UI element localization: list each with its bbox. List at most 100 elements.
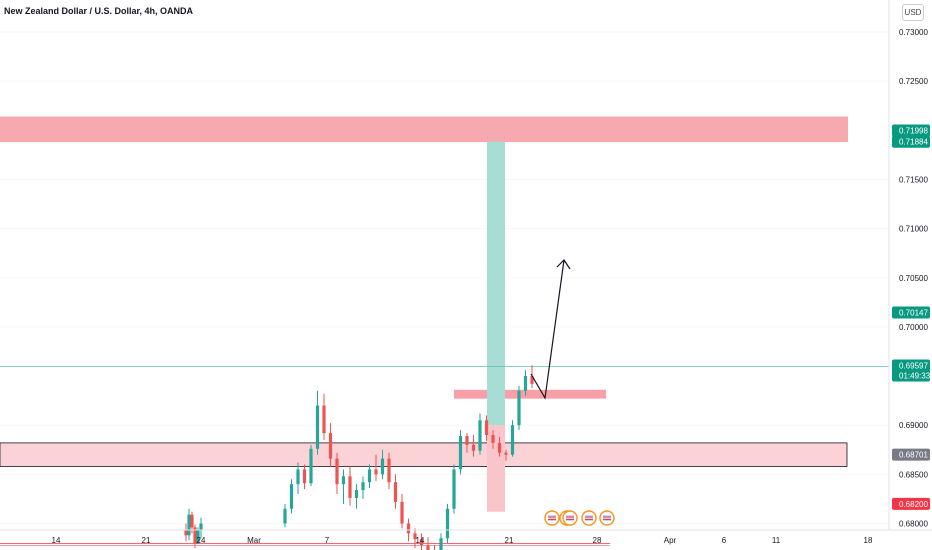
candle-body [504, 452, 508, 455]
candle-body [419, 539, 424, 546]
candle-body [406, 523, 411, 534]
price-tag [892, 359, 930, 382]
x-tick-label: 24 [197, 536, 206, 545]
candle-body [341, 476, 346, 485]
resistance-zone [0, 116, 848, 143]
candle-body [302, 469, 307, 484]
price-tag-countdown: 01:49:33 [899, 372, 931, 381]
candle-body [445, 508, 450, 539]
candle-body [491, 435, 495, 443]
x-tick-label: Mar [247, 536, 261, 545]
x-tick-label: 28 [593, 536, 602, 545]
candle-body [413, 533, 417, 540]
arrow-head [556, 259, 571, 270]
candle-body [400, 501, 404, 524]
candle-body [289, 484, 294, 509]
price-tag-value: 0.71998 [899, 126, 928, 135]
candle-body [523, 376, 528, 391]
candle-body [484, 420, 489, 436]
price-tag-value: 0.70147 [899, 308, 928, 317]
candle-body [510, 425, 515, 455]
price-tag-value: 0.69597 [899, 362, 928, 371]
projection-arrow [530, 259, 571, 400]
y-tick-label: 0.70000 [899, 323, 928, 332]
candle-body [193, 527, 197, 544]
grid-lines [0, 31, 889, 524]
candle-body [374, 469, 378, 475]
candle-body [478, 420, 482, 451]
event-flag-icon [599, 510, 615, 526]
candles [184, 365, 534, 550]
entry-zone [454, 389, 606, 399]
candle-body [335, 458, 339, 485]
candle-body [439, 538, 443, 550]
price-tag [892, 448, 930, 461]
candle-body [471, 444, 476, 451]
candle-body [387, 458, 391, 483]
candle-body [452, 469, 456, 509]
x-tick-label: Apr [664, 536, 677, 545]
arrow-path [530, 259, 565, 400]
support-zone [0, 442, 848, 467]
x-tick-label: 21 [505, 536, 514, 545]
zone-layer [0, 116, 848, 546]
time-axis: 14 21 24 Mar 7 14 21 28 Apr 6 11 18 [52, 536, 873, 545]
event-flag-icon [562, 510, 578, 526]
price-tag [892, 306, 930, 319]
candle-body [354, 490, 359, 498]
candle-body [283, 508, 287, 524]
price-tag-value: 0.68200 [899, 500, 928, 509]
candle-body [296, 469, 300, 485]
position-stop-box [487, 425, 505, 512]
candle-body [380, 458, 385, 475]
event-flag-icon [544, 510, 560, 526]
candle-body [187, 514, 191, 536]
y-tick-label: 0.71000 [899, 225, 928, 234]
y-tick-label: 0.69000 [899, 421, 928, 430]
candle-body [199, 523, 203, 531]
candle-body [530, 376, 534, 384]
x-tick-label: 21 [142, 536, 151, 545]
candle-body [309, 448, 313, 484]
candle-body [328, 433, 333, 459]
candle-body [361, 482, 365, 491]
candle-body [497, 442, 502, 453]
currency-badge[interactable]: USD [902, 4, 924, 21]
price-tag [892, 124, 930, 137]
x-tick-label: 11 [772, 536, 781, 545]
candle-body [315, 405, 320, 449]
price-tag-value: 0.68701 [899, 451, 928, 460]
price-tag-value: 0.71884 [899, 138, 928, 147]
price-axis: 0.73000 0.72500 0.71500 0.71000 0.70500 0.700… [899, 28, 928, 529]
candle-body [348, 476, 352, 498]
x-tick-label: 18 [864, 536, 873, 545]
candle-body [322, 405, 326, 434]
x-tick-label: 14 [416, 536, 425, 545]
x-tick-label: 14 [52, 536, 61, 545]
price-tag [892, 135, 930, 148]
candle-body [465, 436, 469, 445]
y-tick-label: 0.70500 [899, 274, 928, 283]
position-target-box [487, 141, 505, 426]
x-tick-label: 7 [325, 536, 330, 545]
candle-body [517, 390, 521, 426]
y-tick-label: 0.71500 [899, 175, 928, 184]
candle-body [367, 469, 372, 483]
candle-body [393, 482, 398, 502]
candle-body [190, 514, 194, 528]
economic-events [544, 510, 615, 526]
y-tick-label: 0.72500 [899, 77, 928, 86]
candle-body [458, 436, 463, 470]
price-tag [892, 497, 930, 510]
candle-body [426, 545, 430, 550]
y-tick-label: 0.73000 [899, 28, 928, 37]
y-tick-label: 0.68000 [899, 520, 928, 529]
x-tick-label: 6 [722, 536, 727, 545]
event-flag-icon [581, 510, 597, 526]
candle-body [196, 530, 200, 544]
candle-body [184, 530, 188, 536]
y-tick-label: 0.68500 [899, 470, 928, 479]
chart-title: New Zealand Dollar / U.S. Dollar, 4h, OA… [4, 6, 194, 16]
